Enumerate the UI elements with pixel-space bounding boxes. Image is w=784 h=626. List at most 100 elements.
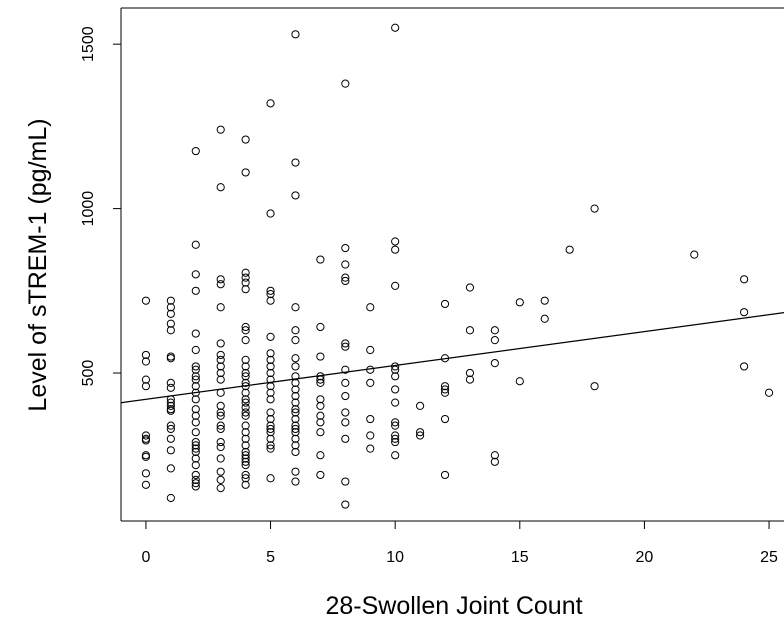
data-point: [465, 326, 475, 335]
y-tick-label: 1500: [80, 26, 97, 62]
data-point: [191, 405, 200, 414]
data-point: [266, 332, 275, 341]
data-point: [316, 451, 325, 460]
data-point: [216, 424, 225, 434]
data-point: [141, 375, 151, 384]
data-point: [241, 355, 250, 364]
x-tick-label: 25: [760, 549, 778, 566]
data-point: [241, 457, 250, 466]
y-axis-title: Level of sTREM-1 (pg/mL): [24, 118, 52, 411]
data-point: [141, 451, 151, 460]
data-point: [341, 260, 350, 269]
data-point: [241, 168, 250, 177]
data-point: [316, 418, 325, 427]
data-point: [366, 414, 375, 424]
data-point: [241, 278, 250, 287]
data-point: [465, 368, 475, 378]
data-point: [266, 388, 275, 397]
data-point: [291, 398, 300, 407]
data-point: [141, 436, 151, 445]
data-point: [440, 299, 450, 309]
data-point: [391, 281, 400, 290]
data-point: [191, 345, 200, 355]
data-point: [440, 470, 450, 480]
data-point: [316, 470, 325, 480]
data-point: [166, 398, 175, 407]
data-point: [590, 382, 599, 391]
data-point: [241, 273, 250, 282]
data-point: [241, 362, 250, 371]
data-point: [490, 326, 499, 335]
data-point: [490, 451, 499, 460]
data-point: [540, 296, 549, 305]
data-point: [241, 408, 250, 417]
data-point: [391, 365, 400, 374]
data-point: [241, 460, 250, 470]
data-point: [341, 273, 350, 282]
data-point: [216, 437, 225, 447]
data-point: [341, 434, 350, 443]
data-point: [191, 365, 200, 374]
data-point: [391, 437, 400, 447]
data-point: [191, 460, 200, 470]
data-point: [341, 342, 350, 351]
data-point: [241, 378, 250, 387]
data-point: [415, 401, 425, 411]
data-point: [191, 475, 200, 484]
data-point: [291, 421, 300, 430]
data-point: [166, 383, 175, 392]
data-point: [191, 395, 200, 404]
data-point: [216, 484, 225, 493]
data-point: [316, 255, 325, 264]
data-point: [341, 276, 350, 286]
data-point: [291, 30, 300, 39]
data-point: [266, 434, 275, 443]
data-point: [266, 428, 275, 437]
data-point: [266, 424, 275, 434]
data-point: [465, 375, 475, 384]
data-point: [391, 451, 400, 460]
data-point: [366, 378, 375, 387]
data-point: [191, 441, 200, 450]
data-point: [191, 411, 200, 420]
data-point: [216, 355, 225, 364]
data-point: [266, 408, 275, 417]
data-point: [241, 428, 250, 437]
data-point: [191, 382, 200, 391]
data-point: [266, 99, 275, 108]
data-point: [341, 339, 350, 348]
data-point: [341, 418, 350, 427]
data-point: [565, 245, 574, 254]
x-tick-label: 5: [266, 549, 275, 566]
data-point: [341, 378, 350, 387]
data-point: [166, 424, 175, 434]
data-point: [141, 452, 151, 461]
x-tick-label: 10: [386, 549, 404, 566]
data-point: [166, 493, 175, 503]
x-tick-label: 0: [141, 549, 150, 566]
data-point: [291, 414, 300, 424]
data-point: [166, 421, 175, 430]
data-point: [291, 434, 300, 443]
data-point: [266, 444, 275, 453]
data-point: [166, 326, 175, 335]
data-point: [191, 479, 200, 488]
data-point: [191, 375, 200, 384]
data-point: [241, 421, 250, 430]
data-point: [241, 135, 250, 144]
data-point: [291, 447, 300, 457]
data-point: [166, 464, 175, 473]
data-point: [266, 441, 275, 450]
data-point: [241, 398, 250, 407]
data-point: [391, 434, 400, 443]
data-point: [191, 270, 200, 279]
data-point: [291, 372, 300, 381]
data-point: [341, 365, 350, 374]
y-axis: 500 1000 1500: [80, 26, 121, 386]
data-point: [191, 240, 200, 249]
data-point: [291, 336, 300, 345]
data-point: [316, 395, 325, 404]
data-point: [540, 314, 549, 323]
data-point: [291, 385, 300, 394]
data-point: [216, 411, 225, 420]
